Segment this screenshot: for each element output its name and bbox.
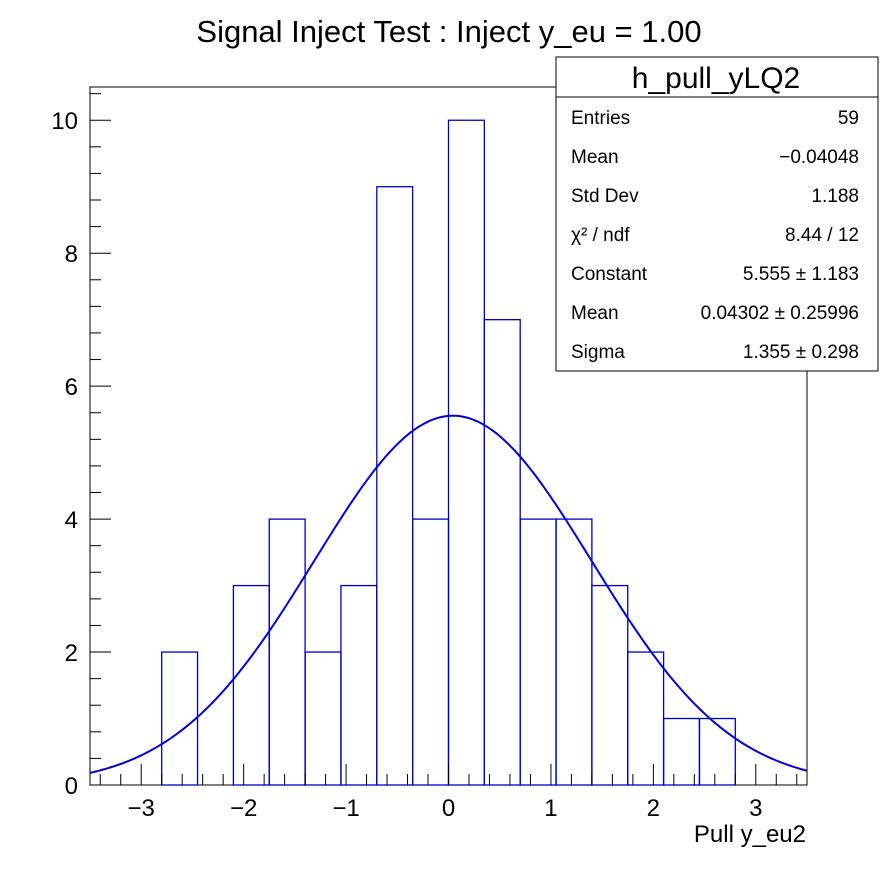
histogram-bar bbox=[591, 584, 629, 786]
stats-row-value: −0.04048 bbox=[779, 147, 859, 168]
x-axis-label: Pull y_eu2 bbox=[694, 821, 806, 848]
y-tick-label: 10 bbox=[51, 108, 78, 135]
stats-row-label: Entries bbox=[571, 108, 630, 129]
histogram-bar bbox=[519, 518, 557, 786]
histogram-bar bbox=[483, 319, 521, 786]
stats-row-value: 1.355 ± 0.298 bbox=[743, 342, 859, 363]
x-tick-label: −3 bbox=[128, 795, 155, 822]
stats-row-value: 5.555 ± 1.183 bbox=[743, 264, 859, 285]
x-tick-label: −2 bbox=[230, 795, 257, 822]
stats-row-label: Sigma bbox=[571, 342, 625, 363]
stats-row-value: 1.188 bbox=[811, 186, 859, 207]
x-tick-label: 3 bbox=[749, 795, 762, 822]
x-tick-label: −1 bbox=[332, 795, 359, 822]
histogram-bar bbox=[161, 651, 199, 786]
stats-row-label: Mean bbox=[571, 303, 619, 324]
x-tick-label: 0 bbox=[442, 795, 455, 822]
histogram-bar bbox=[376, 186, 414, 786]
stats-row-label: Mean bbox=[571, 147, 619, 168]
stats-row-value: 8.44 / 12 bbox=[785, 225, 859, 246]
histogram-bar bbox=[340, 584, 378, 786]
y-tick-label: 6 bbox=[65, 374, 78, 401]
x-tick-label: 1 bbox=[544, 795, 557, 822]
stats-box-frame bbox=[555, 56, 879, 372]
stats-row-label: Std Dev bbox=[571, 186, 639, 207]
stats-row-value: 59 bbox=[838, 108, 859, 129]
stats-box-title: h_pull_yLQ2 bbox=[632, 62, 800, 95]
histogram-bar bbox=[627, 651, 665, 786]
histogram-bar bbox=[268, 518, 306, 786]
stats-row-label: χ² / ndf bbox=[571, 225, 630, 246]
y-tick-label: 4 bbox=[65, 507, 78, 534]
histogram-bar bbox=[555, 518, 593, 786]
histogram-bar bbox=[232, 584, 270, 786]
gaussian-fit-curve bbox=[89, 414, 808, 774]
axes: −3 −2 −1 0 1 2 3 0 2 4 6 8 10 bbox=[51, 93, 798, 822]
y-tick-label: 2 bbox=[65, 640, 78, 667]
stats-box: h_pull_yLQ2 Entries 59 Mean −0.04048 Std Dev… bbox=[555, 56, 879, 372]
histogram-bar bbox=[304, 651, 342, 786]
stats-row-value: 0.04302 ± 0.25996 bbox=[701, 303, 859, 324]
stats-row-label: Constant bbox=[571, 264, 648, 285]
chart-title: Signal Inject Test : Inject y_eu = 1.00 bbox=[196, 14, 701, 49]
fit-layer bbox=[89, 414, 808, 774]
y-tick-label: 0 bbox=[65, 773, 78, 800]
x-tick-label: 2 bbox=[647, 795, 660, 822]
histogram-bar bbox=[698, 717, 736, 786]
stats-rows: Entries 59 Mean −0.04048 Std Dev 1.188 χ² / nd… bbox=[571, 108, 859, 363]
histogram-bar bbox=[411, 518, 450, 786]
histogram-bar bbox=[447, 119, 485, 786]
histogram-layer bbox=[161, 119, 736, 786]
y-tick-label: 8 bbox=[65, 241, 78, 268]
